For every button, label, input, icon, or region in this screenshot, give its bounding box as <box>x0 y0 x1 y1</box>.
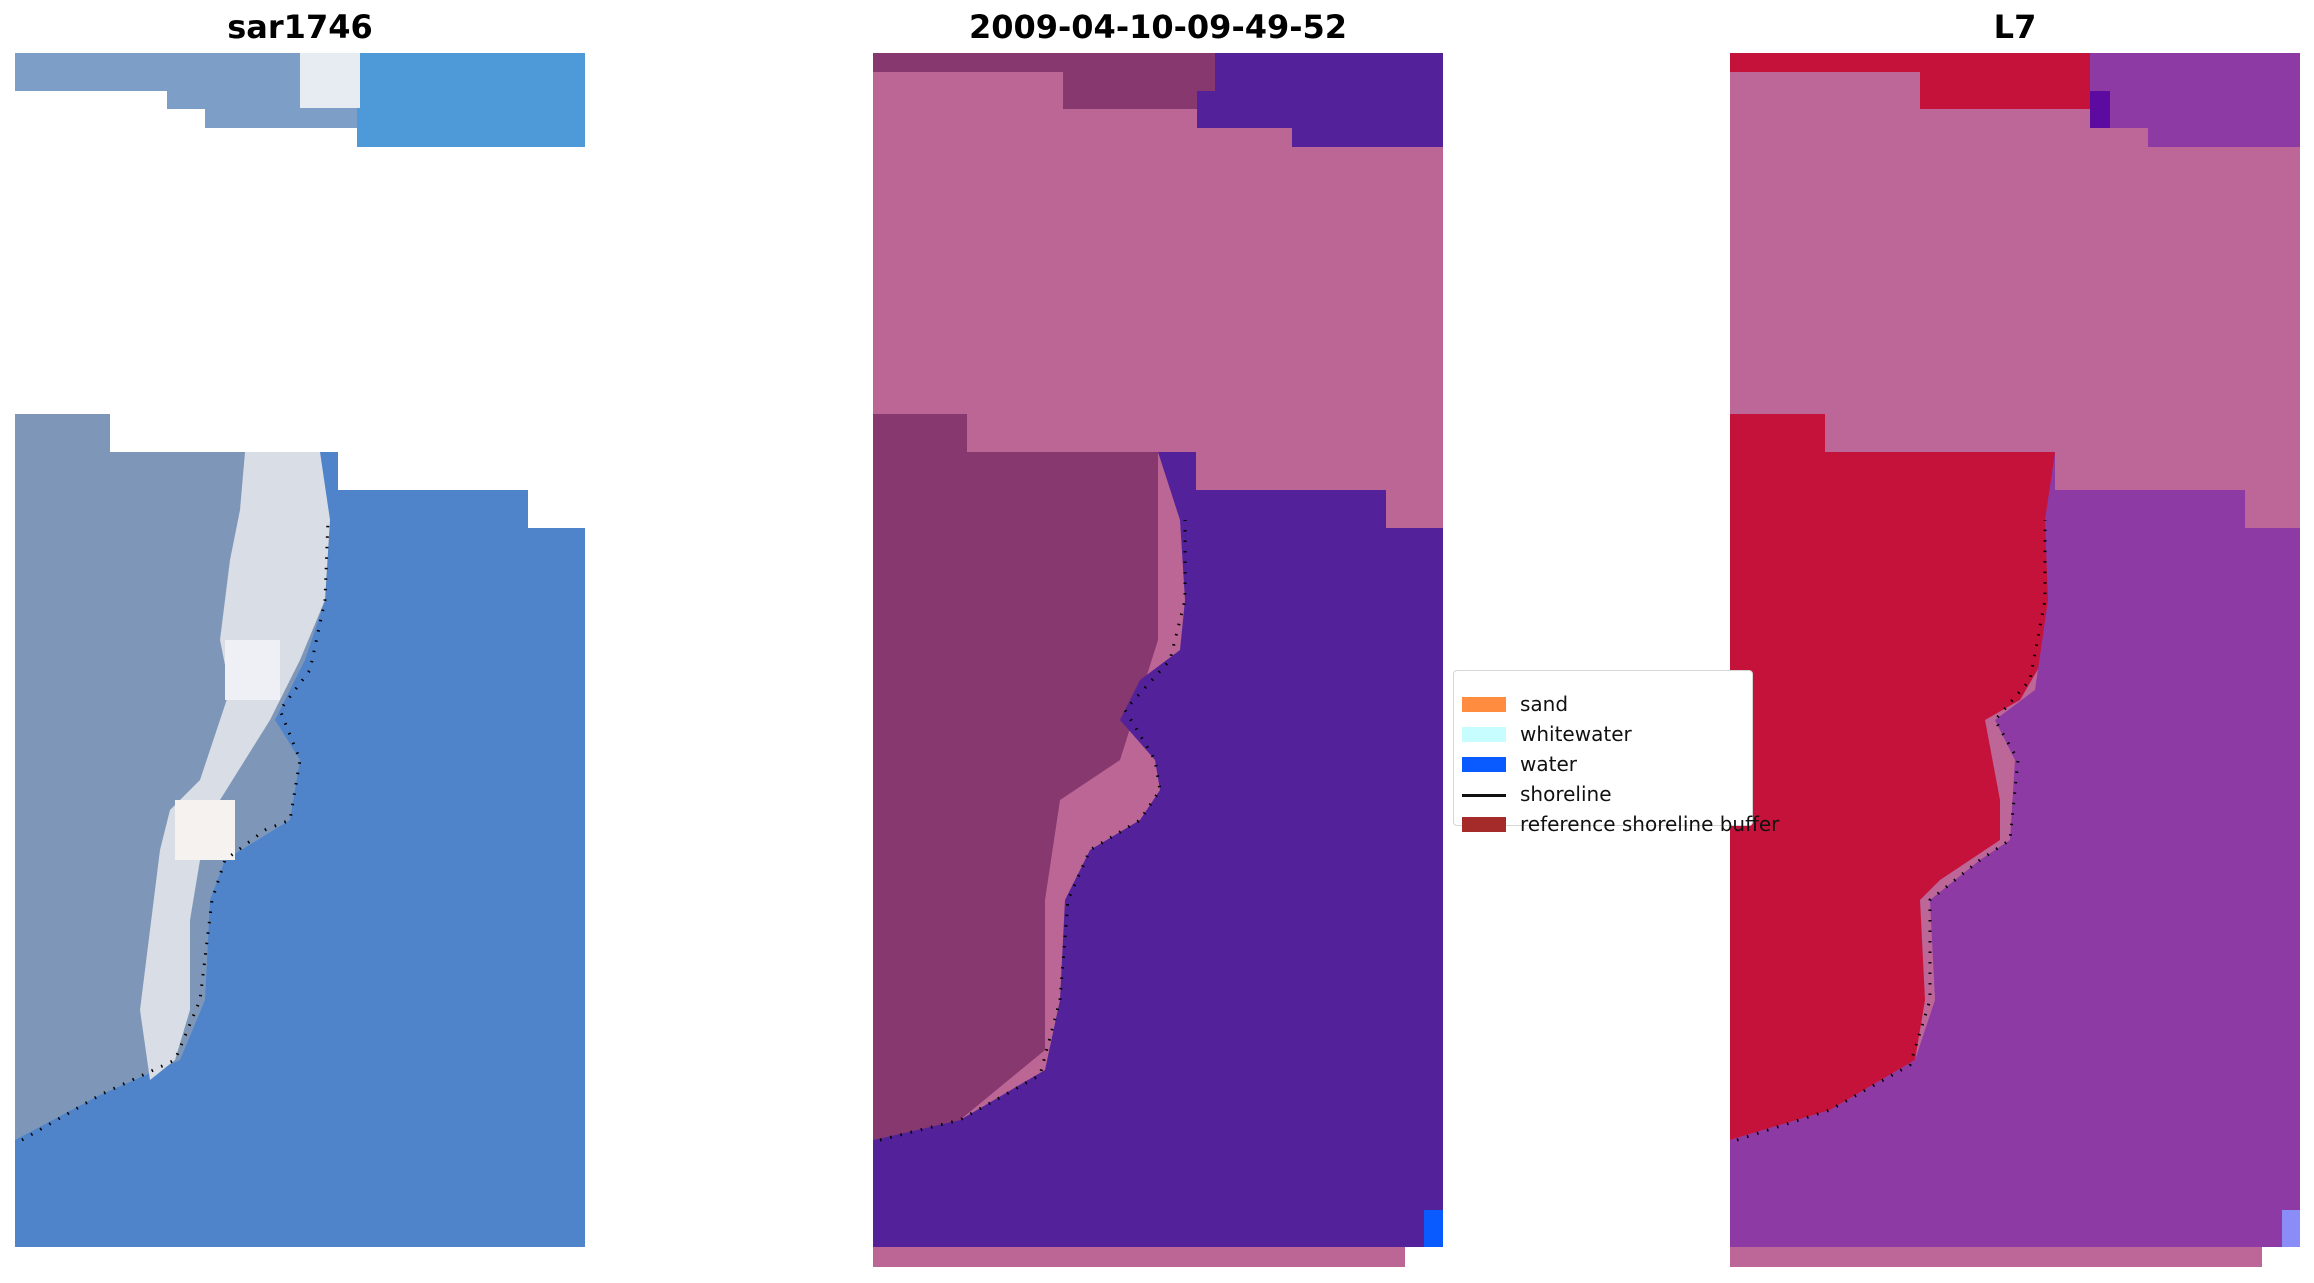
classified-image-panel <box>873 53 1443 1267</box>
water-swatch <box>1462 757 1506 772</box>
rgb-whitewater-patch-2 <box>225 640 280 700</box>
rgb-shoreline <box>21 519 330 1142</box>
legend: sand whitewater water shoreline referenc… <box>1453 670 1779 836</box>
classified-water <box>873 452 1443 1247</box>
index-top-sand <box>1730 53 2090 109</box>
rgb-top-whitewater <box>300 53 360 108</box>
index-water <box>1730 452 2300 1247</box>
rgb-main-water <box>15 452 585 1247</box>
rgb-top-water <box>357 53 585 147</box>
legend-label-shoreline: shoreline <box>1520 782 1612 806</box>
index-water-corner <box>2282 1210 2300 1247</box>
classified-bottom-strip <box>873 1247 1405 1267</box>
index-sand <box>1730 414 2055 1140</box>
classified-dark-land <box>873 414 1158 1140</box>
rgb-whitewater-band <box>140 452 330 1080</box>
legend-label-reference-shoreline-buffer: reference shoreline buffer <box>1520 812 1780 836</box>
rgb-image-panel <box>15 53 585 1247</box>
classified-top-dark-land <box>873 53 1215 109</box>
sand-swatch <box>1462 697 1506 712</box>
reference-shoreline-buffer-swatch <box>1462 817 1506 832</box>
panel-title-index: L7 <box>1993 8 2037 46</box>
classified-water-corner <box>1424 1210 1443 1247</box>
legend-label-sand: sand <box>1520 692 1569 716</box>
index-bottom-strip <box>1730 1247 2262 1267</box>
rgb-whitewater-patch <box>175 800 235 860</box>
whitewater-swatch <box>1462 727 1506 742</box>
legend-label-whitewater: whitewater <box>1520 722 1632 746</box>
classified-top-water <box>1197 53 1443 147</box>
index-image-panel <box>1730 53 2300 1267</box>
shoreline-swatch <box>1462 794 1506 797</box>
index-top-water <box>2090 53 2300 147</box>
panel-title-rgb: sar1746 <box>227 8 373 46</box>
index-top-dark <box>2090 91 2110 128</box>
panel-title-classified: 2009-04-10-09-49-52 <box>968 8 1348 46</box>
legend-label-water: water <box>1520 752 1577 776</box>
